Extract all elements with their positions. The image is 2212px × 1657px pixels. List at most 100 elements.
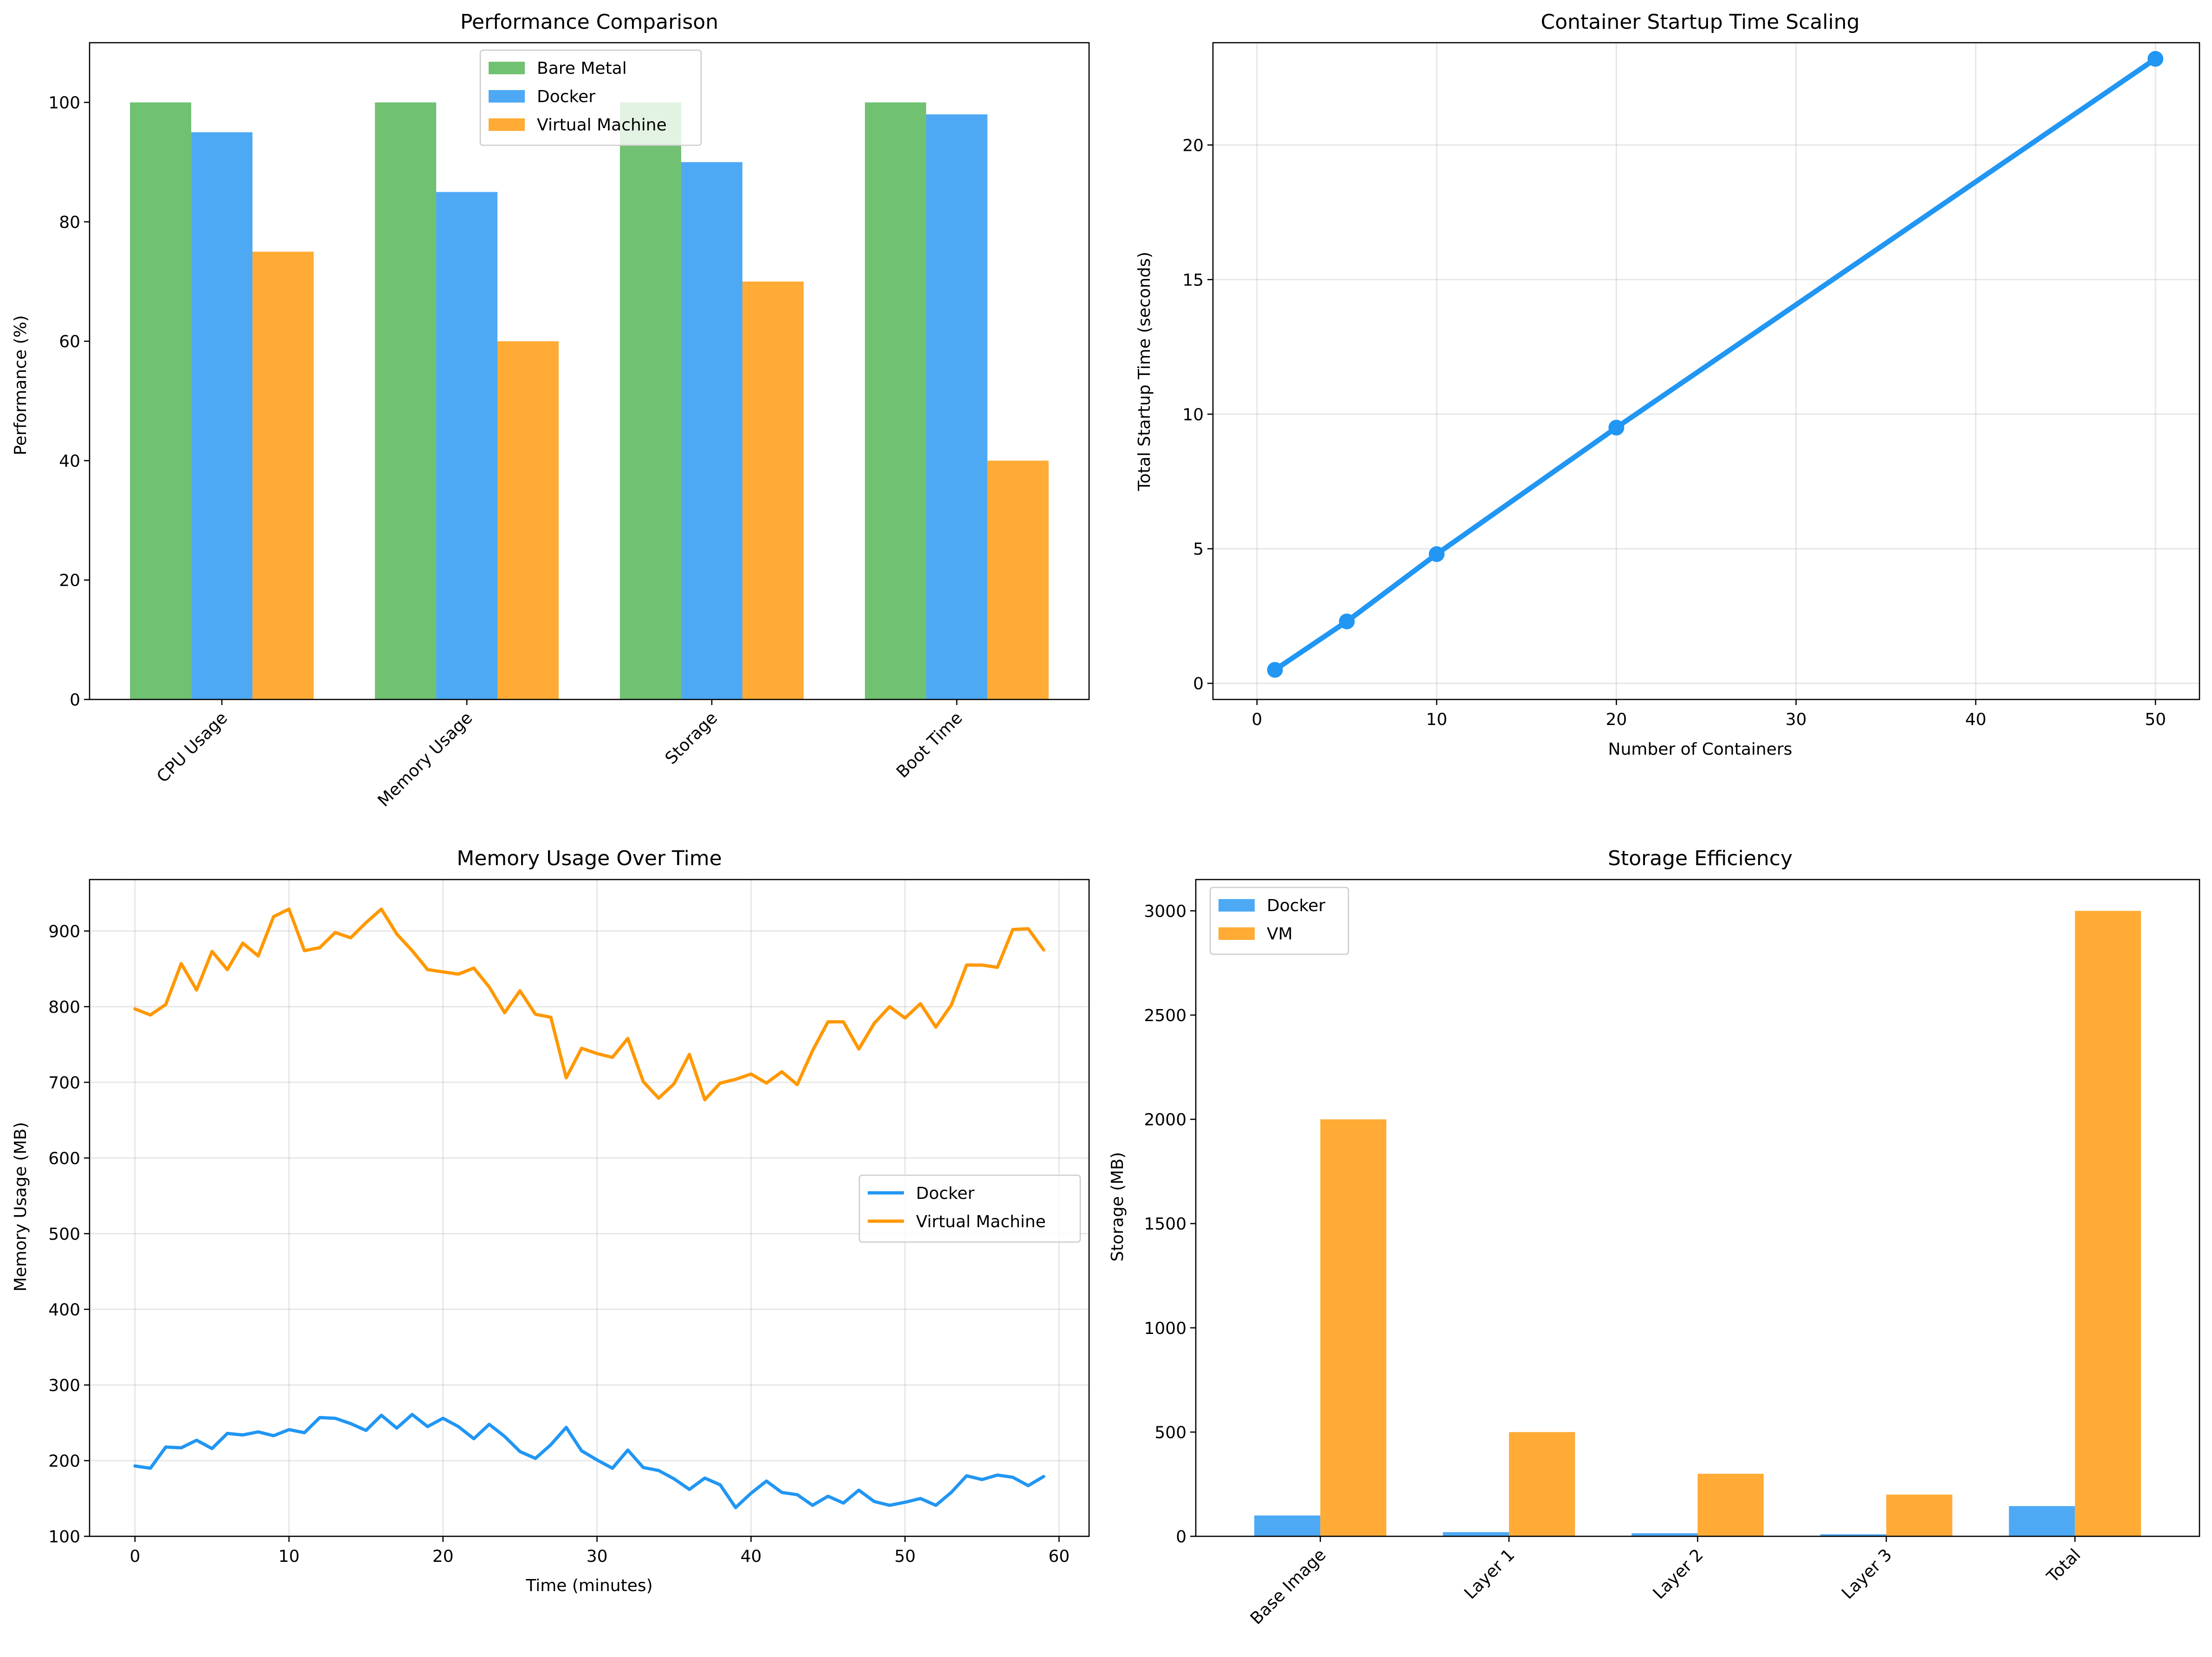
plot-frame — [89, 42, 1090, 700]
data-point — [1339, 613, 1355, 629]
series — [133, 907, 1045, 1509]
data-point — [1429, 546, 1445, 562]
axis-ticks: 100 200 300 400 500 600 700 800 900 0 10 20 30 40 50 60 — [48, 922, 1070, 1566]
legend-label: Virtual Machine — [916, 1212, 1046, 1231]
chart-title: Storage Efficiency — [1608, 847, 1793, 870]
bars — [1254, 911, 2141, 1536]
bar-docker — [1632, 1533, 1698, 1536]
bar-docker — [1820, 1534, 1887, 1536]
y-tick-label: 15 — [1182, 271, 1204, 290]
x-tick-label: 50 — [894, 1547, 916, 1566]
x-tick-label: 50 — [2145, 710, 2166, 729]
series-line-virtual-machine — [133, 907, 1045, 1101]
chart-title: Container Startup Time Scaling — [1541, 10, 1859, 34]
bar-virtual-machine — [742, 281, 804, 699]
y-tick-label: 500 — [48, 1225, 80, 1244]
bars — [130, 102, 1049, 700]
bar-docker — [681, 162, 742, 700]
legend-swatch — [1219, 899, 1255, 912]
legend-label: Docker — [916, 1184, 974, 1203]
chart-title: Performance Comparison — [460, 10, 718, 34]
bar-docker — [1443, 1532, 1509, 1536]
legend-label: Bare Metal — [537, 59, 627, 78]
y-tick-label: 200 — [48, 1452, 80, 1471]
y-tick-label: 10 — [1182, 405, 1204, 424]
x-tick-label: 10 — [278, 1547, 300, 1566]
bar-vm — [1697, 1474, 1764, 1536]
y-tick-label: 2000 — [1144, 1111, 1187, 1130]
legend: Docker VM — [1209, 887, 1349, 955]
legend-label: Docker — [537, 87, 595, 106]
y-tick-label: 80 — [59, 213, 80, 232]
y-tick-label: 300 — [48, 1376, 80, 1395]
y-tick-label: 3000 — [1144, 902, 1187, 921]
bar-vm — [2075, 911, 2141, 1536]
x-tick-label: 40 — [1965, 710, 1986, 729]
data-point — [1608, 420, 1625, 436]
x-tick-label: 20 — [1606, 710, 1627, 729]
startup-time-scaling-chart: Container Startup Time Scaling Total Sta… — [1135, 10, 2200, 759]
chart-title: Memory Usage Over Time — [457, 847, 722, 870]
y-tick-label: 2500 — [1144, 1006, 1187, 1025]
legend-label: VM — [1267, 925, 1293, 944]
data-point — [2148, 51, 2164, 67]
y-axis-label: Memory Usage (MB) — [11, 1122, 30, 1291]
bar-vm — [1886, 1495, 1953, 1536]
bar-bare-metal — [130, 102, 192, 700]
x-tick-label: 0 — [129, 1547, 140, 1566]
y-tick-label: 700 — [48, 1074, 80, 1093]
legend-swatch — [489, 62, 525, 74]
bar-virtual-machine — [252, 252, 314, 699]
x-axis-label: Number of Containers — [1608, 740, 1793, 759]
legend-swatch — [1219, 927, 1255, 940]
y-tick-label: 100 — [48, 94, 80, 113]
y-tick-label: 60 — [59, 332, 80, 351]
y-tick-label: 0 — [1176, 1528, 1187, 1547]
bar-docker — [2009, 1506, 2075, 1536]
x-tick-label: 40 — [741, 1547, 762, 1566]
x-tick-label: 20 — [432, 1547, 454, 1566]
y-tick-label: 400 — [48, 1301, 80, 1320]
plot-frame — [1212, 42, 2200, 700]
legend-frame — [479, 49, 702, 146]
series-line-docker — [133, 1413, 1045, 1509]
y-tick-label: 500 — [1154, 1423, 1187, 1442]
x-tick-label: 10 — [1426, 710, 1447, 729]
legend: Docker Virtual Machine — [858, 1174, 1081, 1243]
grid-lines — [1213, 43, 2199, 699]
series — [1267, 51, 2164, 678]
y-axis-label: Storage (MB) — [1108, 1152, 1127, 1262]
y-axis-label: Performance (%) — [11, 315, 30, 455]
x-tick-label: 30 — [587, 1547, 608, 1566]
bar-docker — [926, 114, 987, 699]
y-tick-label: 0 — [1193, 674, 1204, 693]
y-tick-label: 1000 — [1144, 1319, 1187, 1338]
y-tick-label: 1500 — [1144, 1215, 1187, 1234]
data-point — [1267, 662, 1283, 678]
y-tick-label: 20 — [59, 571, 80, 590]
legend: Bare Metal Docker Virtual Machine — [479, 49, 702, 146]
legend-label: Docker — [1267, 896, 1325, 915]
bar-bare-metal — [375, 102, 437, 700]
legend-label: Virtual Machine — [537, 116, 667, 135]
y-tick-label: 40 — [59, 452, 80, 471]
x-tick-label: 60 — [1048, 1547, 1070, 1566]
plot-frame — [89, 879, 1090, 1537]
axis-ticks: 0 5 10 15 20 0 10 20 30 40 50 — [1182, 136, 2166, 729]
plot-frame — [1195, 879, 2200, 1537]
bar-docker — [191, 132, 253, 699]
bar-vm — [1320, 1119, 1387, 1536]
x-axis-label: Time (minutes) — [525, 1576, 652, 1595]
performance-comparison-chart: Performance Comparison Performance (%) 0… — [11, 10, 1090, 810]
y-tick-label: 0 — [70, 691, 80, 710]
y-tick-label: 800 — [48, 998, 80, 1017]
y-tick-label: 20 — [1182, 136, 1204, 155]
y-tick-label: 600 — [48, 1149, 80, 1168]
bar-virtual-machine — [987, 460, 1049, 699]
bar-bare-metal — [864, 102, 926, 700]
y-tick-label: 900 — [48, 922, 80, 941]
y-axis-label: Total Startup Time (seconds) — [1135, 252, 1154, 491]
memory-usage-chart: Memory Usage Over Time Memory Usage (MB)… — [11, 847, 1090, 1595]
y-tick-label: 5 — [1193, 540, 1204, 559]
